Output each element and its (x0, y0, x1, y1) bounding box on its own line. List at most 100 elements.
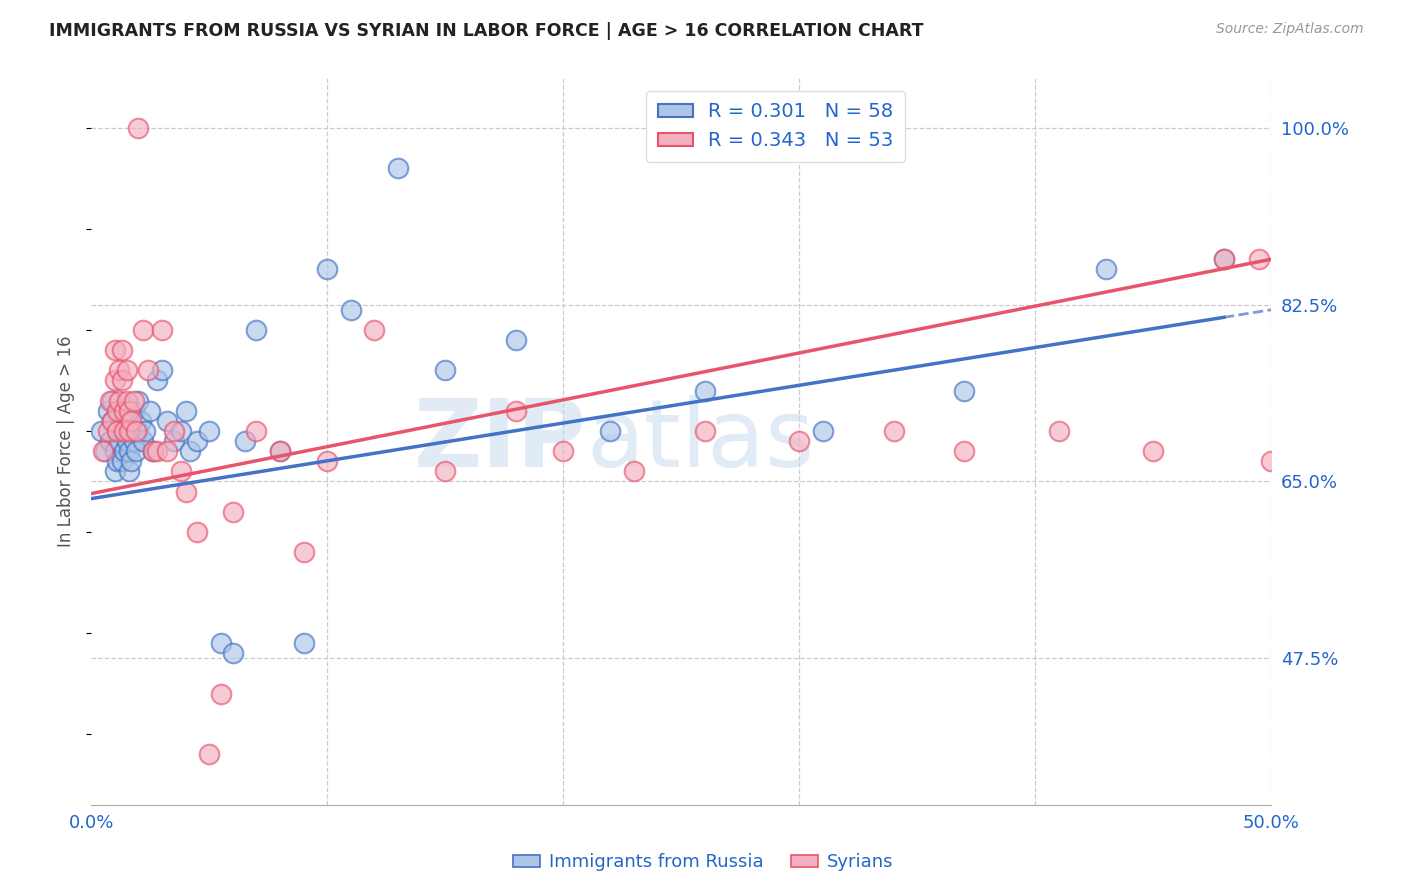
Point (112, 424, 135, 438)
Point (170, 424, 193, 438)
Point (163, 424, 186, 438)
Point (292, 545, 315, 559)
Point (170, 464, 193, 478)
Point (787, 434, 810, 448)
Point (1212, 252, 1234, 267)
Point (91, 444, 114, 458)
Text: atlas: atlas (586, 395, 815, 487)
Point (186, 524, 208, 539)
Point (112, 414, 135, 428)
Point (1142, 444, 1164, 458)
Point (245, 323, 267, 337)
Point (434, 363, 457, 377)
Point (146, 444, 169, 458)
Point (111, 424, 134, 438)
Point (505, 403, 527, 417)
Point (953, 444, 976, 458)
Point (209, 687, 232, 701)
Point (105, 424, 128, 438)
Text: ZIP: ZIP (413, 395, 586, 487)
Point (209, 636, 232, 650)
Point (174, 484, 197, 499)
Point (122, 403, 145, 417)
Point (233, 434, 256, 448)
Point (111, 374, 134, 388)
Point (104, 374, 127, 388)
Point (150, 323, 173, 337)
Point (198, 424, 221, 438)
Point (101, 414, 124, 428)
Point (174, 403, 197, 417)
Point (125, 444, 148, 458)
Point (141, 444, 163, 458)
Point (132, 434, 155, 448)
Point (120, 414, 142, 428)
Point (115, 403, 138, 417)
Point (115, 434, 138, 448)
Point (599, 424, 621, 438)
Point (111, 343, 134, 358)
Point (108, 393, 131, 408)
Point (505, 333, 527, 347)
Point (1212, 252, 1234, 267)
Point (693, 384, 716, 398)
Point (105, 403, 128, 417)
Point (90, 424, 112, 438)
Point (316, 262, 339, 277)
Point (118, 424, 141, 438)
Point (120, 454, 142, 468)
Point (118, 403, 141, 417)
Point (104, 444, 127, 458)
Point (101, 414, 124, 428)
Point (127, 120, 149, 135)
Point (245, 424, 267, 438)
Point (120, 424, 142, 438)
Point (339, 302, 361, 317)
Point (122, 393, 145, 408)
Point (97, 424, 120, 438)
Point (108, 403, 131, 417)
Point (94, 444, 117, 458)
Point (811, 424, 834, 438)
Point (156, 414, 179, 428)
Point (122, 434, 145, 448)
Point (316, 454, 339, 468)
Point (134, 424, 156, 438)
Point (156, 444, 179, 458)
Point (129, 414, 152, 428)
Point (112, 403, 135, 417)
Point (150, 363, 173, 377)
Point (883, 424, 905, 438)
Point (179, 444, 201, 458)
Point (104, 464, 127, 478)
Point (115, 393, 138, 408)
Point (623, 464, 645, 478)
Point (111, 454, 134, 468)
Point (269, 444, 291, 458)
Point (104, 343, 127, 358)
Legend: R = 0.301   N = 58, R = 0.343   N = 53: R = 0.301 N = 58, R = 0.343 N = 53 (645, 91, 905, 161)
Point (132, 323, 155, 337)
Point (222, 505, 245, 519)
Point (141, 444, 163, 458)
Point (98, 434, 121, 448)
Point (269, 444, 291, 458)
Point (108, 363, 131, 377)
Point (553, 444, 575, 458)
Point (1249, 252, 1271, 267)
Point (222, 646, 245, 660)
Point (105, 454, 128, 468)
Point (112, 444, 135, 458)
Text: Source: ZipAtlas.com: Source: ZipAtlas.com (1216, 22, 1364, 37)
Point (387, 161, 409, 176)
Point (136, 363, 159, 377)
Point (434, 464, 457, 478)
Point (108, 434, 131, 448)
Point (163, 434, 186, 448)
Text: IMMIGRANTS FROM RUSSIA VS SYRIAN IN LABOR FORCE | AGE > 16 CORRELATION CHART: IMMIGRANTS FROM RUSSIA VS SYRIAN IN LABO… (49, 22, 924, 40)
Point (146, 374, 169, 388)
Point (118, 444, 141, 458)
Point (1095, 262, 1118, 277)
Point (139, 403, 162, 417)
Point (186, 434, 208, 448)
